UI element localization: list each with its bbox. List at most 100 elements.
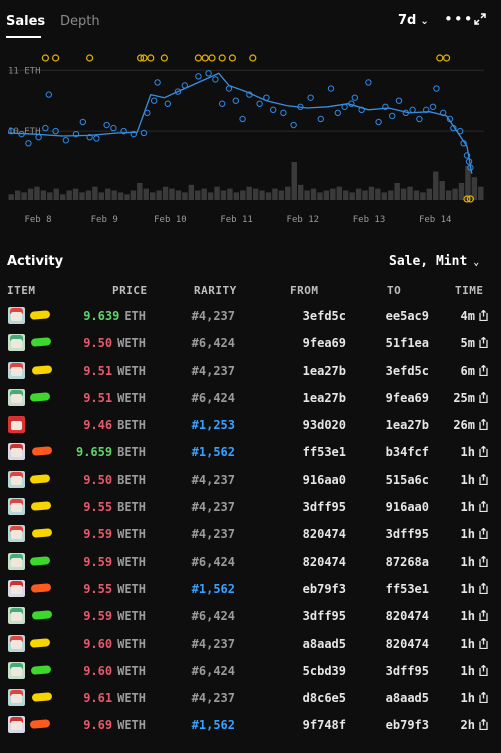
table-row[interactable]: 9.55 WETH #1,562 eb79f3 ff53e1 1h bbox=[0, 575, 501, 602]
row-from[interactable]: 93d020 bbox=[302, 418, 346, 433]
external-link-icon[interactable] bbox=[479, 419, 488, 431]
row-to[interactable]: 515a6c bbox=[385, 472, 429, 487]
column-price[interactable]: PRICE bbox=[112, 284, 148, 297]
external-link-icon[interactable] bbox=[479, 555, 488, 567]
row-from[interactable]: 3efd5c bbox=[302, 309, 346, 323]
row-to[interactable]: eb79f3 bbox=[385, 718, 429, 733]
column-from[interactable]: FROM bbox=[290, 284, 319, 297]
external-link-icon[interactable] bbox=[479, 692, 488, 704]
table-row[interactable]: 9.50 BETH #4,237 916aa0 515a6c 1h bbox=[0, 466, 501, 493]
nft-thumbnail[interactable] bbox=[8, 498, 25, 516]
row-from[interactable]: eb79f3 bbox=[302, 581, 346, 596]
row-from[interactable]: 9f748f bbox=[302, 718, 346, 733]
row-to[interactable]: 3dff95 bbox=[385, 527, 429, 542]
nft-thumbnail[interactable] bbox=[8, 634, 25, 652]
tab-sales[interactable]: Sales bbox=[6, 14, 46, 29]
nft-thumbnail[interactable] bbox=[8, 334, 25, 352]
nft-thumbnail[interactable] bbox=[8, 579, 25, 597]
nft-thumbnail[interactable] bbox=[8, 552, 25, 570]
row-to[interactable]: 916aa0 bbox=[385, 500, 429, 515]
sales-chart[interactable]: 11 ETH 10 ETH Feb 8 Feb 9 Feb 10 Feb 11 Feb 12… bbox=[0, 42, 501, 232]
table-row[interactable]: 9.55 BETH #4,237 3dff95 916aa0 1h bbox=[0, 493, 501, 520]
nft-thumbnail[interactable] bbox=[8, 661, 25, 679]
table-row[interactable]: 9.639 ETH #4,237 3efd5c ee5ac9 4m bbox=[0, 302, 501, 329]
nft-thumbnail[interactable] bbox=[8, 607, 25, 625]
table-row[interactable]: 9.60 WETH #6,424 5cbd39 3dff95 1h bbox=[0, 657, 501, 684]
external-link-icon[interactable] bbox=[479, 637, 488, 649]
nft-thumbnail[interactable] bbox=[8, 525, 25, 543]
row-from[interactable]: a8aad5 bbox=[302, 636, 346, 651]
row-from[interactable]: 820474 bbox=[302, 554, 346, 569]
row-from[interactable]: ff53e1 bbox=[302, 445, 346, 460]
column-time[interactable]: TIME bbox=[455, 284, 484, 297]
row-to[interactable]: 3efd5c bbox=[385, 363, 429, 378]
table-row[interactable]: 9.60 WETH #4,237 a8aad5 820474 1h bbox=[0, 630, 501, 657]
activity-table: 9.639 ETH #4,237 3efd5c ee5ac9 4m 9.50 WET… bbox=[0, 302, 501, 739]
volume-bar bbox=[291, 162, 297, 200]
nft-thumbnail[interactable] bbox=[8, 470, 25, 488]
row-to[interactable]: 51f1ea bbox=[385, 336, 429, 351]
table-row[interactable]: 9.59 WETH #6,424 3dff95 820474 1h bbox=[0, 602, 501, 629]
row-from[interactable]: 820474 bbox=[302, 527, 346, 542]
row-from[interactable]: 3dff95 bbox=[302, 609, 346, 624]
external-link-icon[interactable] bbox=[479, 610, 488, 622]
row-from[interactable]: 1ea27b bbox=[302, 390, 346, 405]
row-to[interactable]: 820474 bbox=[385, 636, 429, 651]
column-item[interactable]: ITEM bbox=[7, 284, 36, 297]
row-to[interactable]: b34fcf bbox=[385, 445, 429, 460]
nft-thumbnail[interactable] bbox=[8, 388, 25, 406]
row-from[interactable]: 916aa0 bbox=[302, 472, 346, 487]
external-link-icon[interactable] bbox=[479, 446, 488, 458]
row-to[interactable]: 820474 bbox=[385, 609, 429, 624]
nft-thumbnail[interactable] bbox=[8, 689, 25, 707]
row-to[interactable]: 87268a bbox=[385, 554, 429, 569]
range-dropdown[interactable]: 7d ⌄ bbox=[398, 13, 429, 28]
tab-depth[interactable]: Depth bbox=[60, 14, 100, 29]
row-from[interactable]: d8c6e5 bbox=[302, 691, 346, 706]
row-to[interactable]: ff53e1 bbox=[385, 581, 429, 596]
more-icon[interactable]: ••• bbox=[444, 10, 474, 28]
external-link-icon[interactable] bbox=[479, 501, 488, 513]
external-link-icon[interactable] bbox=[479, 582, 488, 594]
activity-filter-dropdown[interactable]: Sale, Mint ⌄ bbox=[389, 254, 479, 269]
row-to[interactable]: 1ea27b bbox=[385, 418, 429, 433]
column-to[interactable]: TO bbox=[387, 284, 402, 297]
table-row[interactable]: 9.61 WETH #4,237 d8c6e5 a8aad5 1h bbox=[0, 684, 501, 711]
price-value: 9.46 bbox=[83, 418, 113, 433]
row-to[interactable]: a8aad5 bbox=[385, 691, 429, 706]
nft-thumbnail[interactable] bbox=[8, 443, 25, 461]
table-row[interactable]: 9.50 WETH #6,424 9fea69 51f1ea 5m bbox=[0, 329, 501, 356]
nft-thumbnail[interactable] bbox=[8, 361, 25, 379]
table-row[interactable]: 9.59 WETH #6,424 820474 87268a 1h bbox=[0, 548, 501, 575]
external-link-icon[interactable] bbox=[479, 528, 488, 540]
table-row[interactable]: 9.69 WETH #1,562 9f748f eb79f3 2h bbox=[0, 711, 501, 738]
sale-point bbox=[409, 106, 416, 114]
column-rarity[interactable]: RARITY bbox=[194, 284, 237, 297]
external-link-icon[interactable] bbox=[479, 664, 488, 676]
table-row[interactable]: 9.51 WETH #6,424 1ea27b 9fea69 25m bbox=[0, 384, 501, 411]
row-to[interactable]: ee5ac9 bbox=[385, 309, 429, 323]
row-to[interactable]: 3dff95 bbox=[385, 663, 429, 678]
row-from[interactable]: 1ea27b bbox=[302, 363, 346, 378]
volume-bar bbox=[252, 188, 259, 200]
external-link-icon[interactable] bbox=[479, 391, 488, 403]
table-row[interactable]: 9.46 BETH #1,253 93d020 1ea27b 26m bbox=[0, 411, 501, 438]
table-row[interactable]: 9.51 WETH #4,237 1ea27b 3efd5c 6m bbox=[0, 357, 501, 384]
external-link-icon[interactable] bbox=[479, 473, 488, 485]
thumbnail-hair bbox=[10, 417, 23, 424]
expand-icon[interactable] bbox=[474, 13, 486, 25]
external-link-icon[interactable] bbox=[479, 364, 488, 376]
table-row[interactable]: 9.59 WETH #4,237 820474 3dff95 1h bbox=[0, 520, 501, 547]
row-from[interactable]: 3dff95 bbox=[302, 500, 346, 515]
outlier-point bbox=[463, 195, 471, 203]
external-link-icon[interactable] bbox=[479, 719, 488, 731]
nft-thumbnail[interactable] bbox=[8, 307, 25, 324]
external-link-icon[interactable] bbox=[479, 337, 488, 349]
nft-thumbnail[interactable] bbox=[8, 416, 25, 434]
external-link-icon[interactable] bbox=[479, 310, 488, 321]
row-from[interactable]: 5cbd39 bbox=[302, 663, 346, 678]
nft-thumbnail[interactable] bbox=[8, 716, 25, 734]
row-to[interactable]: 9fea69 bbox=[385, 390, 429, 405]
row-from[interactable]: 9fea69 bbox=[302, 336, 346, 351]
table-row[interactable]: 9.659 BETH #1,562 ff53e1 b34fcf 1h bbox=[0, 438, 501, 465]
